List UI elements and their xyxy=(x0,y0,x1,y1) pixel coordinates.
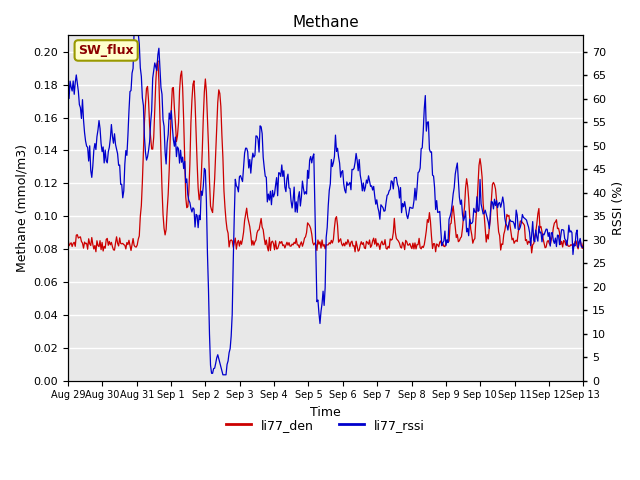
li77_rssi xyxy=(131,27,138,33)
li77_den xyxy=(310,242,317,248)
li77_den xyxy=(64,236,72,241)
Y-axis label: RSSI (%): RSSI (%) xyxy=(612,181,625,235)
li77_rssi xyxy=(488,199,496,205)
Title: Methane: Methane xyxy=(292,15,359,30)
X-axis label: Time: Time xyxy=(310,406,341,419)
li77_rssi xyxy=(373,197,381,203)
li77_rssi xyxy=(64,71,72,76)
li77_rssi xyxy=(579,245,587,251)
Line: li77_rssi: li77_rssi xyxy=(68,30,583,375)
Line: li77_den: li77_den xyxy=(68,60,583,253)
Y-axis label: Methane (mmol/m3): Methane (mmol/m3) xyxy=(15,144,28,272)
li77_den xyxy=(579,240,587,246)
li77_rssi xyxy=(314,297,322,303)
li77_den xyxy=(569,241,577,247)
Text: SW_flux: SW_flux xyxy=(78,44,134,57)
Legend: li77_den, li77_rssi: li77_den, li77_rssi xyxy=(221,414,430,437)
li77_rssi xyxy=(345,181,353,187)
li77_den xyxy=(372,236,380,241)
li77_rssi xyxy=(219,372,227,378)
li77_den xyxy=(528,250,536,256)
li77_den xyxy=(344,237,352,242)
li77_rssi xyxy=(311,200,319,205)
li77_rssi xyxy=(569,252,577,257)
li77_den xyxy=(154,58,162,63)
li77_den xyxy=(313,248,321,253)
li77_den xyxy=(488,197,495,203)
